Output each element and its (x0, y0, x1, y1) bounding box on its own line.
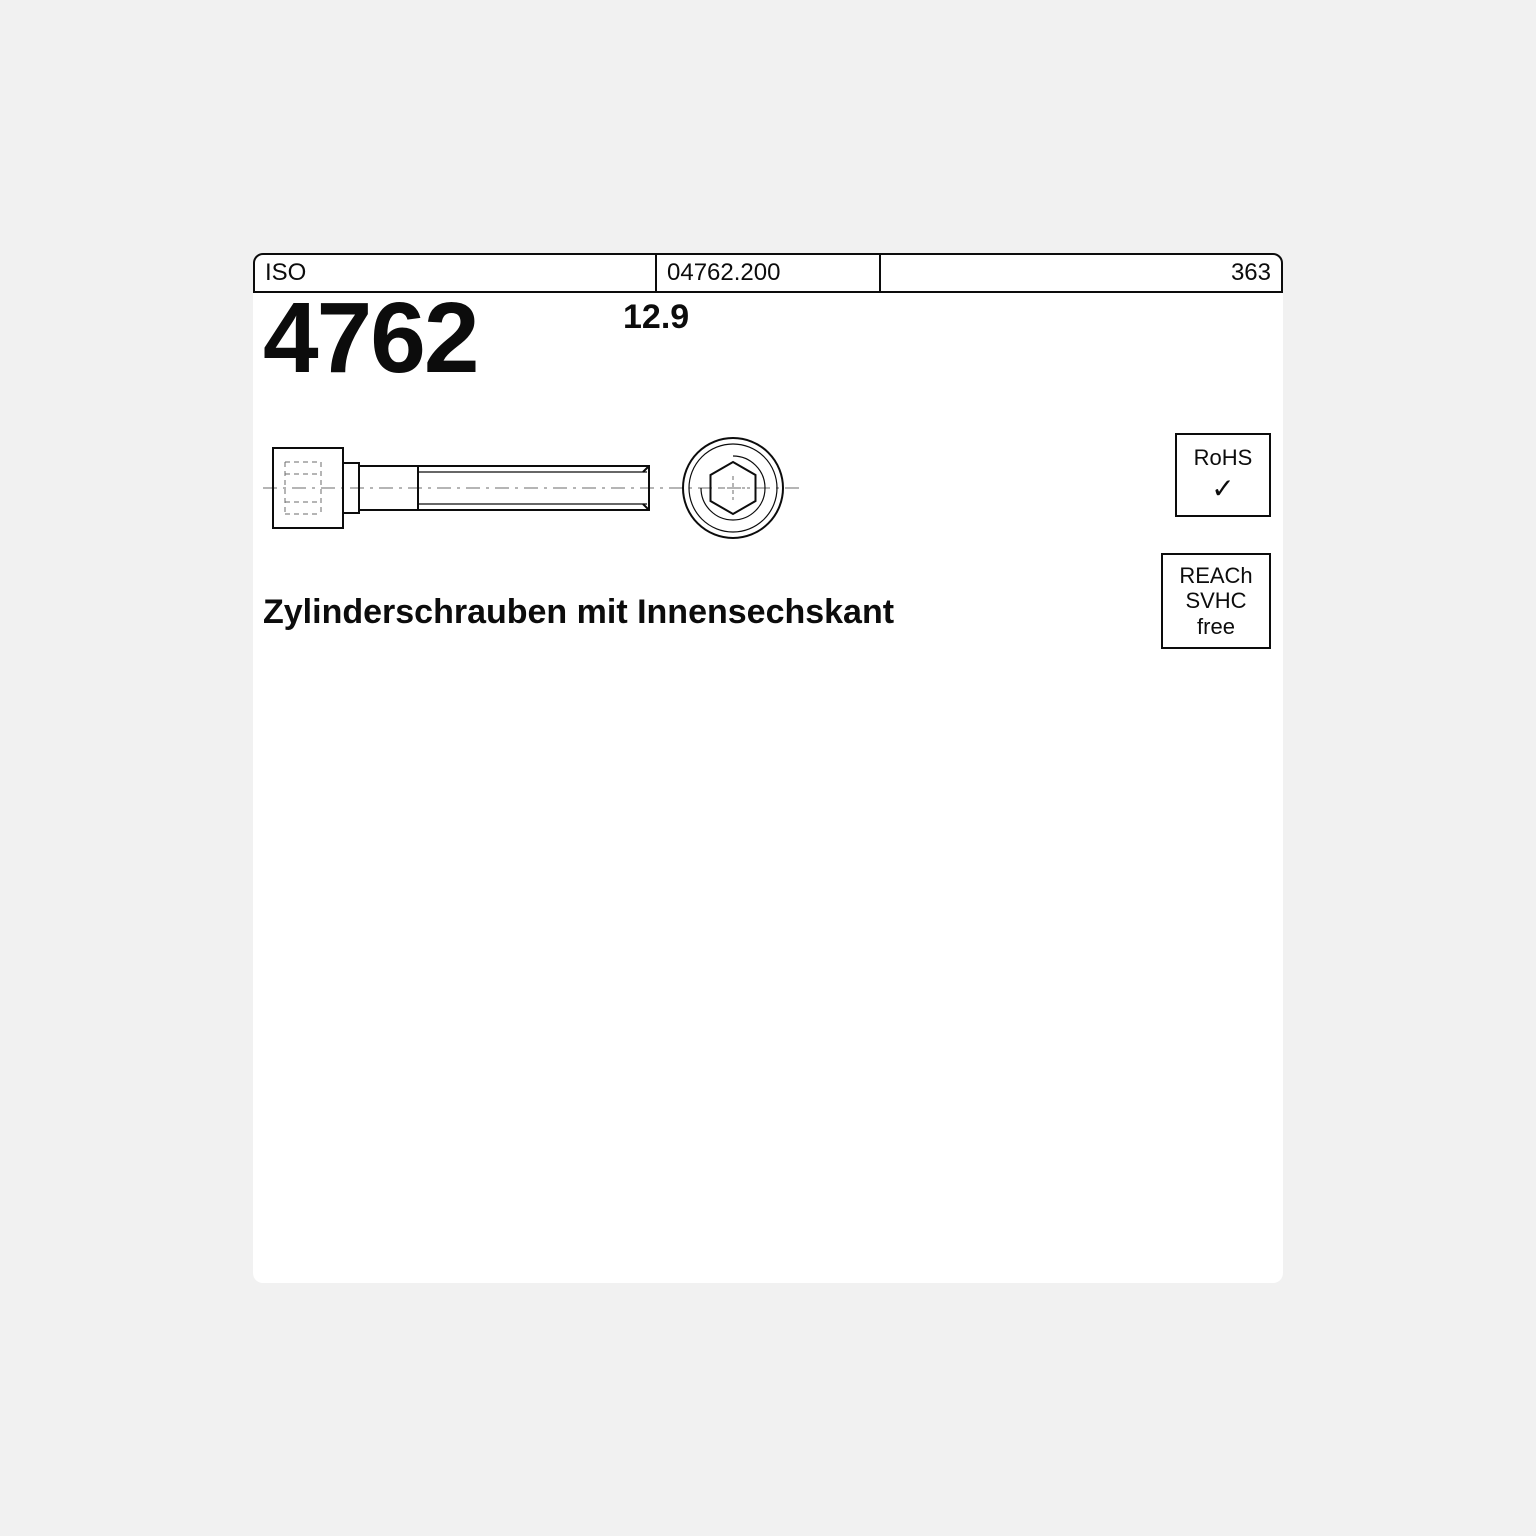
reach-line1: REACh (1179, 563, 1252, 588)
reach-badge: REACh SVHC free (1161, 553, 1271, 649)
content-region: ISO 04762.200 363 4762 12.9 (253, 253, 1283, 713)
standard-number: 4762 (263, 281, 477, 396)
header-code: 04762.200 (655, 255, 881, 291)
strength-grade: 12.9 (623, 298, 689, 337)
reach-line3: free (1197, 614, 1235, 639)
product-card: ISO 04762.200 363 4762 12.9 (253, 253, 1283, 1283)
check-icon: ✓ (1211, 473, 1234, 505)
reach-line2: SVHC (1185, 588, 1246, 613)
header-page-ref: 363 (881, 255, 1281, 291)
rohs-badge: RoHS ✓ (1175, 433, 1271, 517)
bolt-diagram (263, 428, 863, 548)
rohs-label: RoHS (1194, 445, 1253, 470)
product-description: Zylinderschrauben mit Innensechskant (263, 593, 894, 632)
